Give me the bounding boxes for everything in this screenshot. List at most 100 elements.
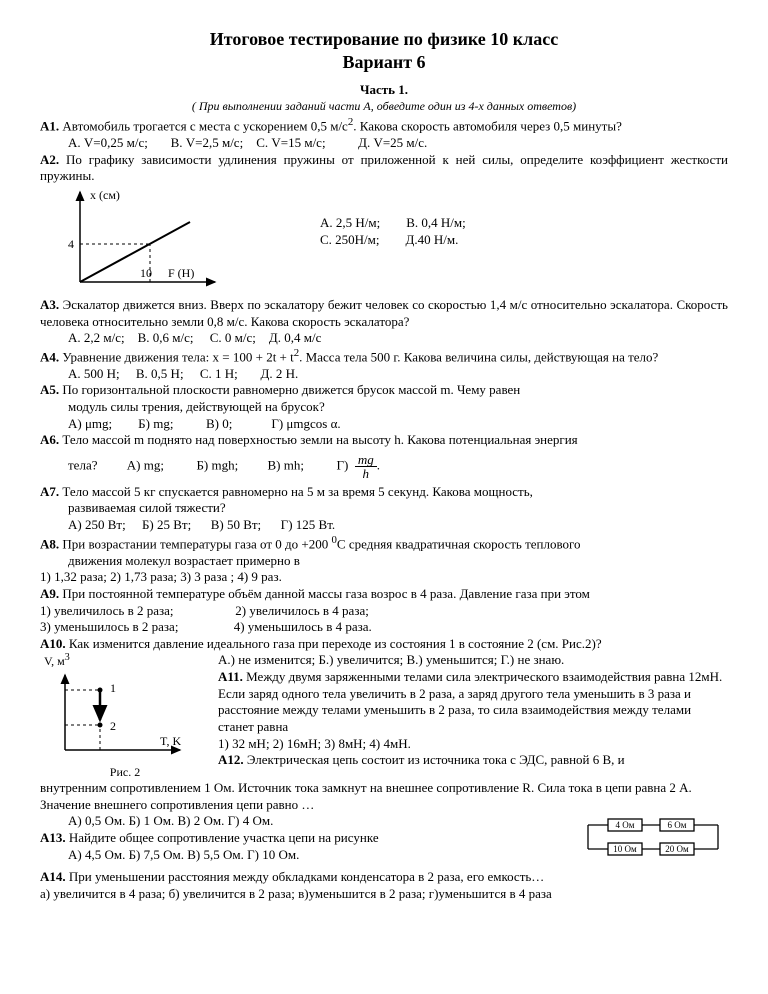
axis-y-label: x (см)	[90, 188, 120, 202]
q-num: А6.	[40, 432, 59, 447]
q-a7: А7. Тело массой 5 кг спускается равномер…	[40, 484, 728, 501]
q-a12-cont: внутренним сопротивлением 1 Ом. Источник…	[40, 780, 728, 813]
q-a5: А5. По горизонтальной плоскости равномер…	[40, 382, 728, 399]
opt: Б) mgh;	[196, 457, 238, 472]
a13-circuit: 4 Ом 6 Ом 10 Ом 20 Ом	[578, 813, 728, 863]
q-a9: А9. При постоянной температуре объём дан…	[40, 586, 728, 603]
q-text: Уравнение движения тела: x = 100 + 2t + …	[59, 349, 294, 364]
a8-line2: движения молекул возрастает примерно в	[68, 553, 728, 570]
q-text: Тело массой 5 кг спускается равномерно н…	[59, 484, 533, 499]
q-text: Автомобиль трогается с места с ускорение…	[59, 118, 348, 133]
opt: Д. 0,4 м/с	[269, 330, 321, 345]
opt: 4) уменьшилось в 4 раза.	[234, 619, 372, 634]
q-num: А1.	[40, 118, 59, 133]
fraction: mgh	[355, 453, 377, 480]
opt: А. 2,2 м/с;	[68, 330, 125, 345]
q-a8: А8. При возрастании температуры газа от …	[40, 534, 728, 553]
q-num: А12.	[218, 752, 244, 767]
opt: Б) 25 Вт;	[142, 517, 191, 532]
a7-options: А) 250 Вт; Б) 25 Вт; В) 50 Вт; Г) 125 Вт…	[68, 517, 728, 534]
q-num: А4.	[40, 349, 59, 364]
opt: С. 0 м/с;	[210, 330, 256, 345]
opt: Г) μmgcos α.	[271, 416, 340, 431]
q-num: А13.	[40, 830, 66, 845]
a4-options: А. 500 Н; В. 0,5 Н; С. 1 Н; Д. 2 Н.	[68, 366, 728, 383]
q-a10: А10. Как изменится давление идеального г…	[40, 636, 728, 653]
part1-label: Часть 1.	[40, 82, 728, 99]
opt: В. 0,4 Н/м;	[406, 215, 466, 230]
a5-line2: модуль силы трения, действующей на брусо…	[68, 399, 728, 416]
opt: Г) 125 Вт.	[281, 517, 335, 532]
opt: А. V=0,25 м/с;	[68, 135, 148, 150]
q-text: С средняя квадратичная скорость тепловог…	[337, 536, 581, 551]
q-text: По горизонтальной плоскости равномерно д…	[59, 382, 520, 397]
doc-variant: Вариант 6	[40, 51, 728, 74]
opt: Г)	[336, 457, 348, 472]
axis-x-label: F (Н)	[168, 266, 194, 280]
q-num: А10.	[40, 636, 66, 651]
q-num: А11.	[218, 669, 243, 684]
q-a12-start: А12. Электрическая цепь состоит из источ…	[218, 752, 728, 769]
q-num: А14.	[40, 869, 66, 884]
opt: 2) увеличилось в 4 раза;	[235, 603, 369, 618]
a14-options: а) увеличится в 4 раза; б) увеличится в …	[40, 886, 728, 903]
opt: С. 250Н/м;	[320, 232, 380, 247]
q-text: . Масса тела 500 г. Какова величина силы…	[299, 349, 658, 364]
q-num: А8.	[40, 536, 59, 551]
q-text: При уменьшении расстояния между обкладка…	[66, 869, 545, 884]
q-a3: А3. Эскалатор движется вниз. Вверх по эс…	[40, 297, 728, 330]
tick-x: 10	[140, 266, 152, 280]
q-text: Найдите общее сопротивление участка цепи…	[66, 830, 379, 845]
axis-x-label: T, K	[160, 734, 181, 748]
a6-options: тела? А) mg; Б) mgh; В) mh; Г) mgh.	[68, 453, 728, 480]
opt: В. 0,5 Н;	[136, 366, 184, 381]
opt: 3) уменьшилось в 2 раза;	[40, 619, 178, 634]
axis-y-label: V, м	[44, 654, 65, 668]
pt2: 2	[110, 719, 116, 733]
q-num: А2.	[40, 152, 59, 167]
a9-row2: 3) уменьшилось в 2 раза; 4) уменьшилось …	[40, 619, 728, 636]
q-text: По графику зависимости удлинения пружины…	[40, 152, 728, 184]
opt: Д.40 Н/м.	[406, 232, 459, 247]
opt: Д. V=25 м/с.	[358, 135, 427, 150]
q-a4: А4. Уравнение движения тела: x = 100 + 2…	[40, 347, 728, 366]
a7-line2: развиваемая силой тяжести?	[68, 500, 728, 517]
q-a6: А6. Тело массой m поднято над поверхност…	[40, 432, 728, 449]
fig-caption: Рис. 2	[40, 765, 210, 780]
q-text: Между двумя заряженными телами сила элек…	[218, 669, 722, 734]
opt: А) mg;	[127, 457, 164, 472]
q-num: А3.	[40, 297, 59, 312]
q-word: тела?	[68, 457, 97, 472]
opt: Б) mg;	[138, 416, 173, 431]
q-a14: А14. При уменьшении расстояния между обк…	[40, 869, 728, 886]
q-a2: А2. По графику зависимости удлинения пру…	[40, 152, 728, 185]
a10-graph: V, м3 1 2 T, K Рис. 2	[40, 652, 210, 780]
q-text: Как изменится давление идеального газа п…	[66, 636, 602, 651]
q-num: А9.	[40, 586, 59, 601]
r4-label: 20 Ом	[665, 844, 689, 854]
q-a1: А1. Автомобиль трогается с места с ускор…	[40, 116, 728, 135]
opt: А) μmg;	[68, 416, 112, 431]
r3-label: 10 Ом	[613, 844, 637, 854]
opt: А. 2,5 Н/м;	[320, 215, 380, 230]
pt1: 1	[110, 681, 116, 695]
a13-options: А) 4,5 Ом. Б) 7,5 Ом. В) 5,5 Ом. Г) 10 О…	[68, 847, 570, 864]
dot: .	[377, 457, 380, 472]
a11-options: 1) 32 мН; 2) 16мН; 3) 8мН; 4) 4мН.	[218, 736, 728, 753]
opt: А. 500 Н;	[68, 366, 120, 381]
a10-options: А.) не изменится; Б.) увеличится; В.) ум…	[218, 652, 728, 669]
frac-den: h	[355, 467, 377, 480]
q-text: Тело массой m поднято над поверхностью з…	[59, 432, 578, 447]
a9-row1: 1) увеличилось в 2 раза; 2) увеличилось …	[40, 603, 728, 620]
q-text: . Какова скорость автомобиля через 0,5 м…	[353, 118, 622, 133]
a12-options: А) 0,5 Ом. Б) 1 Ом. В) 2 Ом. Г) 4 Ом.	[68, 813, 570, 830]
q-text-inline: Электрическая цепь состоит из источника …	[244, 752, 625, 767]
a3-options: А. 2,2 м/с; В. 0,6 м/с; С. 0 м/с; Д. 0,4…	[68, 330, 728, 347]
q-text: Эскалатор движется вниз. Вверх по эскала…	[40, 297, 728, 329]
q-text: При возрастании температуры газа от 0 до…	[59, 536, 331, 551]
opt: 1) увеличилось в 2 раза;	[40, 603, 174, 618]
a1-options: А. V=0,25 м/с; В. V=2,5 м/с; С. V=15 м/с…	[68, 135, 728, 152]
part1-instruction: ( При выполнении заданий части А, обведи…	[40, 99, 728, 114]
opt: В) 0;	[206, 416, 232, 431]
q-num: А5.	[40, 382, 59, 397]
